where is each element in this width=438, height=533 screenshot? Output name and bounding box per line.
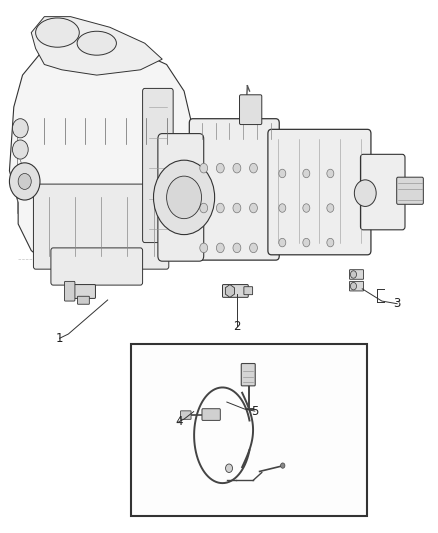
Circle shape bbox=[233, 203, 241, 213]
Circle shape bbox=[279, 169, 286, 177]
Circle shape bbox=[354, 180, 376, 206]
Circle shape bbox=[303, 169, 310, 177]
FancyBboxPatch shape bbox=[241, 364, 255, 386]
Text: 4: 4 bbox=[175, 415, 183, 428]
FancyBboxPatch shape bbox=[189, 119, 279, 260]
FancyBboxPatch shape bbox=[268, 130, 371, 255]
Circle shape bbox=[12, 119, 28, 138]
Circle shape bbox=[166, 176, 201, 219]
Text: 5: 5 bbox=[251, 405, 258, 417]
Circle shape bbox=[350, 271, 357, 278]
Circle shape bbox=[281, 463, 285, 469]
Circle shape bbox=[200, 243, 208, 253]
Circle shape bbox=[226, 464, 233, 472]
FancyBboxPatch shape bbox=[51, 248, 143, 285]
FancyBboxPatch shape bbox=[244, 287, 253, 295]
FancyBboxPatch shape bbox=[158, 134, 204, 261]
Text: 1: 1 bbox=[56, 332, 64, 345]
Circle shape bbox=[200, 203, 208, 213]
FancyBboxPatch shape bbox=[180, 411, 191, 419]
Circle shape bbox=[350, 282, 357, 290]
Circle shape bbox=[216, 164, 224, 173]
Circle shape bbox=[279, 204, 286, 212]
FancyBboxPatch shape bbox=[223, 285, 248, 297]
Circle shape bbox=[233, 164, 241, 173]
Circle shape bbox=[250, 243, 258, 253]
Circle shape bbox=[153, 160, 215, 235]
FancyBboxPatch shape bbox=[202, 409, 220, 421]
Circle shape bbox=[216, 243, 224, 253]
Polygon shape bbox=[31, 17, 162, 75]
Text: 2: 2 bbox=[233, 320, 241, 333]
FancyBboxPatch shape bbox=[72, 285, 95, 298]
FancyBboxPatch shape bbox=[240, 95, 262, 125]
Circle shape bbox=[250, 164, 258, 173]
FancyBboxPatch shape bbox=[397, 177, 424, 204]
FancyBboxPatch shape bbox=[350, 270, 364, 279]
FancyBboxPatch shape bbox=[64, 281, 75, 301]
Circle shape bbox=[303, 204, 310, 212]
Circle shape bbox=[327, 204, 334, 212]
FancyBboxPatch shape bbox=[143, 88, 173, 243]
Circle shape bbox=[10, 163, 40, 200]
Circle shape bbox=[216, 203, 224, 213]
Circle shape bbox=[233, 243, 241, 253]
Text: 3: 3 bbox=[393, 297, 401, 310]
Ellipse shape bbox=[77, 31, 117, 55]
FancyBboxPatch shape bbox=[33, 184, 169, 269]
Circle shape bbox=[18, 173, 31, 189]
Bar bbox=[131, 344, 367, 516]
Circle shape bbox=[12, 140, 28, 159]
Circle shape bbox=[303, 238, 310, 247]
Circle shape bbox=[279, 238, 286, 247]
Circle shape bbox=[250, 203, 258, 213]
FancyBboxPatch shape bbox=[360, 155, 405, 230]
FancyBboxPatch shape bbox=[78, 296, 89, 304]
Circle shape bbox=[327, 238, 334, 247]
Polygon shape bbox=[10, 38, 193, 277]
FancyBboxPatch shape bbox=[350, 281, 364, 291]
Circle shape bbox=[200, 164, 208, 173]
Circle shape bbox=[327, 169, 334, 177]
Ellipse shape bbox=[35, 18, 79, 47]
